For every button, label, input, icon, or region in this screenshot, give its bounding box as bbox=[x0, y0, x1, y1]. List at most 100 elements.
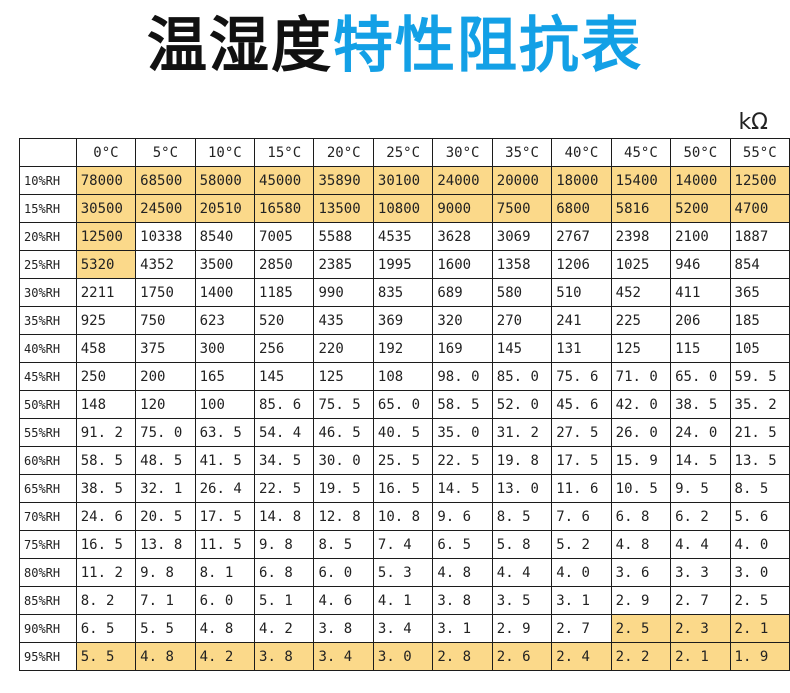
table-row: 45%RH 250 200 165 145 125 108 98. 0 85. 0 75. 6 71… bbox=[19, 362, 790, 391]
table-cell: 2. 8 bbox=[432, 642, 493, 671]
table-cell: 1025 bbox=[610, 250, 672, 279]
table-cell: 38. 5 bbox=[670, 390, 731, 419]
table-cell: 10800 bbox=[372, 194, 434, 223]
table-cell: 59. 5 bbox=[729, 362, 790, 391]
row-header: 80%RH bbox=[19, 558, 77, 587]
row-header: 95%RH bbox=[19, 642, 77, 671]
row-header: 45%RH bbox=[19, 362, 77, 391]
table-row: 75%RH 16. 5 13. 8 11. 5 9. 8 8. 5 7. 4 6. 5 5. 8… bbox=[19, 530, 790, 559]
table-cell: 7500 bbox=[491, 194, 553, 223]
table-row: 25%RH 5320 4352 3500 2850 2385 1995 1600 1358 120… bbox=[19, 250, 790, 279]
table-body: 10%RH 78000 68500 58000 45000 35890 30100 24000… bbox=[19, 166, 790, 671]
table-cell: 458 bbox=[75, 334, 137, 363]
table-cell: 169 bbox=[432, 334, 493, 363]
table-cell: 4. 8 bbox=[194, 614, 256, 643]
table-cell: 9000 bbox=[432, 194, 493, 223]
table-cell: 452 bbox=[610, 278, 672, 307]
table-cell: 38. 5 bbox=[75, 474, 137, 503]
table-cell: 5816 bbox=[610, 194, 672, 223]
row-header: 15%RH bbox=[19, 194, 77, 223]
table-cell: 1995 bbox=[372, 250, 434, 279]
table-row: 20%RH 12500 10338 8540 7005 5588 4535 3628 3069 2… bbox=[19, 222, 790, 251]
table-cell: 22. 5 bbox=[432, 446, 493, 475]
table-cell: 5588 bbox=[313, 222, 374, 251]
table-row: 10%RH 78000 68500 58000 45000 35890 30100 24000… bbox=[19, 166, 790, 195]
table-cell: 75. 6 bbox=[551, 362, 612, 391]
table-cell: 12500 bbox=[75, 222, 137, 251]
table-cell: 3. 3 bbox=[670, 558, 731, 587]
table-cell: 7. 6 bbox=[551, 502, 612, 531]
table-row: 90%RH 6. 5 5. 5 4. 8 4. 2 3. 8 3. 4 3. 1 2. 9 2. … bbox=[19, 614, 790, 643]
row-header: 40%RH bbox=[19, 334, 77, 363]
table-cell: 100 bbox=[194, 390, 256, 419]
table-cell: 35890 bbox=[313, 166, 374, 195]
table-cell: 16. 5 bbox=[372, 474, 434, 503]
table-cell: 48. 5 bbox=[135, 446, 196, 475]
table-cell: 19. 8 bbox=[491, 446, 553, 475]
table-cell: 22. 5 bbox=[254, 474, 315, 503]
table-cell: 2. 5 bbox=[610, 614, 672, 643]
table-cell: 2. 4 bbox=[551, 642, 612, 671]
table-cell: 185 bbox=[729, 306, 790, 335]
table-cell: 24. 6 bbox=[75, 502, 137, 531]
table-cell: 2. 2 bbox=[610, 642, 672, 671]
table-cell: 3. 4 bbox=[313, 642, 374, 671]
table-cell: 623 bbox=[194, 306, 256, 335]
table-cell: 58000 bbox=[194, 166, 256, 195]
table-cell: 14. 8 bbox=[254, 502, 315, 531]
table-cell: 2211 bbox=[75, 278, 137, 307]
table-cell: 580 bbox=[491, 278, 553, 307]
table-cell: 5. 5 bbox=[75, 642, 137, 671]
row-header: 85%RH bbox=[19, 586, 77, 615]
title-part-dark: 温湿度 bbox=[147, 11, 333, 81]
table-cell: 30100 bbox=[372, 166, 434, 195]
table-cell: 75. 0 bbox=[135, 418, 196, 447]
row-header: 35%RH bbox=[19, 306, 77, 335]
table-cell: 4. 2 bbox=[194, 642, 256, 671]
table-cell: 30. 0 bbox=[313, 446, 374, 475]
table-cell: 6. 2 bbox=[670, 502, 731, 531]
table-cell: 3. 1 bbox=[432, 614, 493, 643]
table-row: 80%RH 11. 2 9. 8 8. 1 6. 8 6. 0 5. 3 4. 8 4. 4 4.… bbox=[19, 558, 790, 587]
table-cell: 250 bbox=[75, 362, 137, 391]
row-header: 50%RH bbox=[19, 390, 77, 419]
table-cell: 54. 4 bbox=[254, 418, 315, 447]
table-cell: 20. 5 bbox=[135, 502, 196, 531]
table-cell: 2. 9 bbox=[610, 586, 672, 615]
table-cell: 270 bbox=[491, 306, 553, 335]
table-cell: 1206 bbox=[551, 250, 612, 279]
table-cell: 45. 6 bbox=[551, 390, 612, 419]
row-header: 30%RH bbox=[19, 278, 77, 307]
table-cell: 13. 0 bbox=[491, 474, 553, 503]
table-cell: 91. 2 bbox=[75, 418, 137, 447]
table-cell: 11. 6 bbox=[551, 474, 612, 503]
table-cell: 3500 bbox=[194, 250, 256, 279]
table-cell: 16580 bbox=[254, 194, 315, 223]
table-cell: 5. 6 bbox=[729, 502, 790, 531]
table-cell: 125 bbox=[313, 362, 374, 391]
table-cell: 148 bbox=[75, 390, 137, 419]
table-cell: 145 bbox=[491, 334, 553, 363]
table-cell: 4. 4 bbox=[491, 558, 553, 587]
table-cell: 3628 bbox=[432, 222, 493, 251]
table-cell: 750 bbox=[135, 306, 196, 335]
table-cell: 14000 bbox=[670, 166, 731, 195]
table-cell: 4. 8 bbox=[610, 530, 672, 559]
title-part-blue: 特性阻抗表 bbox=[333, 11, 643, 81]
table-cell: 19. 5 bbox=[313, 474, 374, 503]
table-cell: 4. 1 bbox=[372, 586, 434, 615]
table-cell: 10. 5 bbox=[610, 474, 672, 503]
table-cell: 7005 bbox=[254, 222, 315, 251]
table-cell: 1887 bbox=[729, 222, 790, 251]
table-cell: 13500 bbox=[313, 194, 374, 223]
table-cell: 15400 bbox=[610, 166, 672, 195]
table-cell: 32. 1 bbox=[135, 474, 196, 503]
table-cell: 85. 6 bbox=[254, 390, 315, 419]
table-cell: 24. 0 bbox=[670, 418, 731, 447]
table-cell: 2385 bbox=[313, 250, 374, 279]
table-cell: 35. 0 bbox=[432, 418, 493, 447]
table-cell: 4. 2 bbox=[254, 614, 315, 643]
table-cell: 27. 5 bbox=[551, 418, 612, 447]
table-cell: 13. 8 bbox=[135, 530, 196, 559]
